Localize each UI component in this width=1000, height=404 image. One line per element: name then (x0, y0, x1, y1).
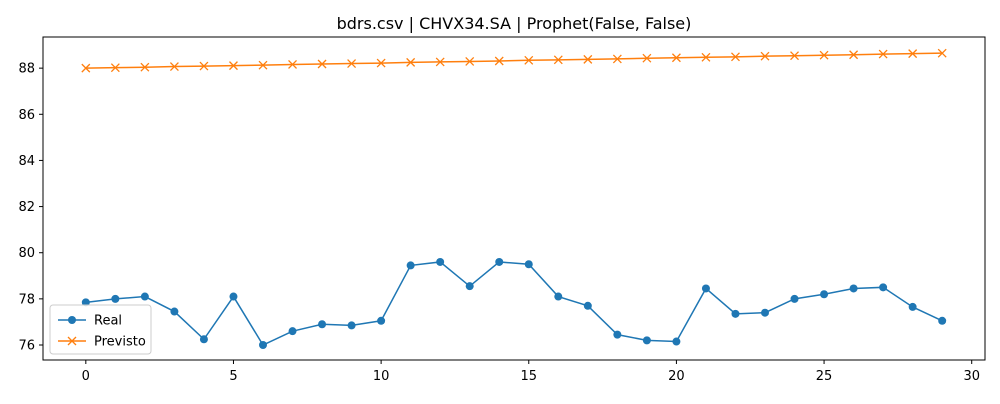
legend-label-previsto: Previsto (94, 335, 146, 350)
series-line-previsto (85, 52, 943, 69)
data-point-real (908, 302, 917, 311)
data-point-previsto (553, 55, 563, 65)
data-point-previsto (908, 49, 918, 59)
data-point-real (672, 337, 681, 346)
data-point-previsto (731, 52, 740, 62)
data-point-real (406, 261, 415, 270)
data-point-real (199, 335, 208, 344)
data-point-real (613, 330, 622, 339)
data-point-previsto (760, 51, 770, 61)
x-tick-label: 30 (963, 369, 980, 384)
data-point-real (140, 292, 149, 301)
data-point-real (111, 294, 120, 303)
x-tick-label: 0 (82, 369, 90, 384)
x-tick-label: 5 (229, 369, 237, 384)
data-point-real (81, 298, 90, 307)
data-point-previsto (288, 59, 297, 69)
data-point-real (938, 316, 947, 325)
data-point-previsto (435, 57, 445, 67)
legend-marker-real (68, 316, 76, 324)
data-point-real (790, 294, 799, 303)
data-point-previsto (819, 50, 829, 60)
y-tick-label: 78 (18, 292, 35, 307)
data-point-real (318, 320, 327, 329)
series-line-real (85, 261, 943, 346)
y-tick-label: 86 (18, 108, 35, 123)
data-point-real (495, 257, 504, 266)
data-point-real (170, 307, 179, 316)
data-point-previsto (494, 56, 504, 66)
data-point-previsto (878, 49, 888, 59)
data-point-previsto (937, 48, 947, 58)
data-point-previsto (140, 62, 150, 72)
data-point-previsto (406, 57, 416, 67)
data-point-real (761, 308, 770, 317)
data-point-previsto (81, 63, 91, 73)
data-point-real (377, 316, 386, 325)
data-point-real (554, 292, 563, 301)
data-point-previsto (524, 55, 534, 65)
data-point-previsto (229, 61, 238, 71)
data-point-previsto (258, 60, 268, 70)
legend-marker-previsto (67, 336, 77, 346)
data-point-previsto (199, 61, 209, 71)
data-point-real (849, 284, 858, 293)
data-point-real (288, 327, 297, 336)
data-point-real (879, 283, 888, 292)
data-point-real (642, 336, 651, 345)
data-point-previsto (376, 58, 386, 68)
data-point-previsto (849, 50, 859, 60)
data-point-real (436, 257, 445, 266)
y-tick-label: 76 (18, 339, 35, 354)
chart-title: bdrs.csv | CHVX34.SA | Prophet(False, Fa… (337, 14, 692, 33)
plot-frame (42, 36, 986, 361)
data-point-previsto (583, 54, 593, 64)
data-point-real (701, 284, 710, 293)
data-point-previsto (347, 59, 357, 68)
data-point-previsto (612, 54, 622, 64)
data-point-previsto (701, 52, 711, 62)
data-point-previsto (169, 62, 179, 71)
data-point-real (258, 341, 267, 350)
data-point-real (820, 290, 829, 299)
data-point-previsto (642, 53, 652, 63)
x-tick-label: 25 (816, 369, 833, 384)
x-tick-label: 20 (668, 369, 685, 384)
data-point-real (347, 321, 356, 330)
x-tick-label: 15 (520, 369, 537, 384)
data-point-real (465, 282, 474, 291)
data-point-real (731, 309, 740, 318)
data-point-previsto (790, 51, 799, 61)
data-point-previsto (671, 53, 681, 63)
data-point-previsto (317, 59, 327, 69)
x-tick-label: 10 (373, 369, 390, 384)
data-point-previsto (465, 56, 475, 66)
data-point-real (583, 301, 592, 310)
y-tick-label: 82 (18, 200, 35, 215)
y-tick-label: 84 (18, 154, 35, 169)
data-point-real (524, 260, 533, 269)
data-point-real (229, 292, 238, 301)
y-tick-label: 80 (18, 246, 35, 261)
legend-label-real: Real (94, 314, 122, 329)
y-tick-label: 88 (18, 62, 35, 77)
data-point-previsto (110, 63, 120, 73)
